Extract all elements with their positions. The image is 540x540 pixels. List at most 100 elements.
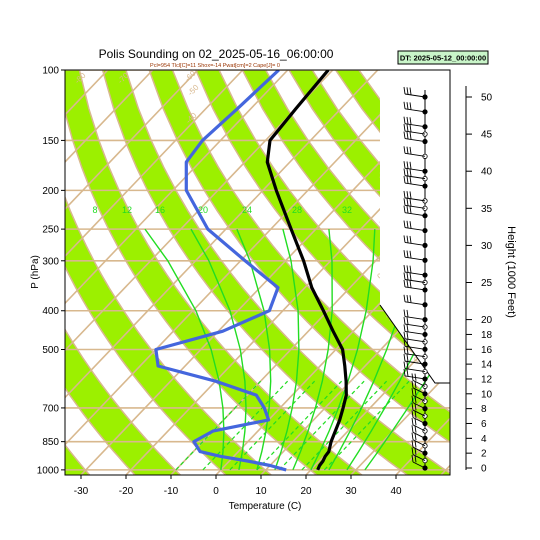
moist-adiabat-label: 20 [198,205,208,215]
wind-barb-feather [406,369,409,377]
wind-barb-feather [406,272,409,280]
pressure-tick-label: 300 [42,256,59,267]
wind-barb-staff [404,345,426,350]
wind-barb-feather [403,346,406,354]
wind-barb-staff [404,353,426,358]
wind-barb-feather [406,361,409,369]
wind-barb-feather [403,316,406,325]
wind-barb-feather [414,373,417,381]
wind-barb-staff [404,108,426,113]
dt-label: DT: 2025-05-12_00:00:00 [400,54,486,63]
wind-barb-feather [403,361,406,369]
isotherm-line [304,323,450,475]
isotherm-label: -50 [186,83,201,98]
pressure-tick-label: 500 [42,345,59,356]
wind-barb-staff [404,316,426,321]
dry-adiabat-line [65,328,182,475]
wind-barb-staff [404,204,426,209]
wind-barb-feather [403,339,406,347]
wind-barb-feather [403,235,406,243]
dry-adiabat-bands [65,70,540,478]
wind-barb-feather [403,205,406,213]
moist-adiabat-line [310,229,376,471]
dry-adiabat-line [65,443,91,475]
wind-barb-staff [404,368,426,372]
dry-adiabat-line [218,70,450,354]
moist-adiabat-line [274,228,300,471]
wind-barb-staff [404,271,426,276]
isotherm-line [65,70,244,258]
temperature-tick-label: 40 [390,486,402,497]
height-tick-label: 0 [481,464,487,475]
wind-barb-feather [403,146,406,154]
wind-barb-feather [414,395,417,404]
height-tick-label: 50 [481,93,493,104]
height-tick-label: 45 [481,130,493,141]
wind-barb-feather [406,265,409,273]
isotherm-line [65,70,289,305]
wind-barb-feather [406,131,409,139]
chart-subtitle: Pcl=954 Tlcl[C]=11 Shox=-14 Pwat[cm]=2 C… [150,63,280,69]
profiles [154,70,348,472]
wind-barb-feather [409,265,412,273]
wind-barb-feather [406,176,409,184]
pressure-tick-label: 700 [42,403,59,414]
dry-adiabat-line [101,70,409,475]
wind-barb-staff [404,138,426,142]
wind-barb-feather [409,117,412,125]
wind-panel-border [379,304,450,384]
wind-barb-feather [409,273,412,281]
wind-barb-staff [404,279,426,283]
moist-adiabat-label: 24 [242,205,252,215]
wind-barb-feather [409,221,412,229]
height-tick-label: 20 [481,315,493,326]
wind-barb-feather [406,191,409,199]
wind-barb-feather [403,368,406,377]
dry-adiabat-line [171,70,450,413]
moist-adiabat-label: 32 [342,205,352,215]
wind-barb-feather [409,206,412,214]
wind-barb-feather [409,235,412,244]
wind-barb-feather [406,294,409,303]
moist-adiabat-label: 12 [122,205,132,215]
wind-barb-feather [406,87,409,95]
wind-barb-feather [403,265,406,273]
wind-barb-feather [403,331,406,339]
dry-adiabat-band [149,70,450,443]
wind-barb-staff [404,286,426,291]
wind-barb-feather [403,220,406,228]
y-axis-label: P (hPa) [30,255,41,289]
pressure-tick-label: 400 [42,306,59,317]
wind-barb-feather [406,235,409,243]
temperature-tick-label: -20 [119,486,134,497]
wind-barb-staff [404,93,426,98]
wind-barb-feather [411,410,414,418]
wind-barb-feather [414,432,417,441]
wind-barb-feather [414,455,417,463]
wind-barb-feather [414,440,417,448]
dry-adiabat-line [65,386,136,475]
isotherm-line [65,70,379,399]
wind-barb-staff [404,152,426,157]
wind-barb-feather [409,146,412,155]
wind-barb-feather [403,250,406,258]
wind-barb-feather [406,332,409,340]
moist-adiabat-label: 28 [292,205,302,215]
wind-barb-feather [411,402,414,411]
wind-barb-feather [406,124,409,132]
dry-adiabat-line [522,70,540,478]
dt-badge [397,50,489,65]
height-tick-label: 8 [481,404,487,415]
pressure-tick-label: 1000 [37,465,60,476]
height-tick-label: 14 [481,360,493,371]
isotherm-line [65,70,334,352]
wind-barb-feather [414,425,417,433]
wind-barb-staff [404,130,426,135]
wind-barb-staff [404,175,426,180]
temperature-tick-label: 20 [300,486,312,497]
wind-barb-feather [403,190,406,198]
wind-barb-feather [406,324,409,332]
wind-barb-feather [403,116,406,124]
wind-barb-feather [403,272,406,280]
